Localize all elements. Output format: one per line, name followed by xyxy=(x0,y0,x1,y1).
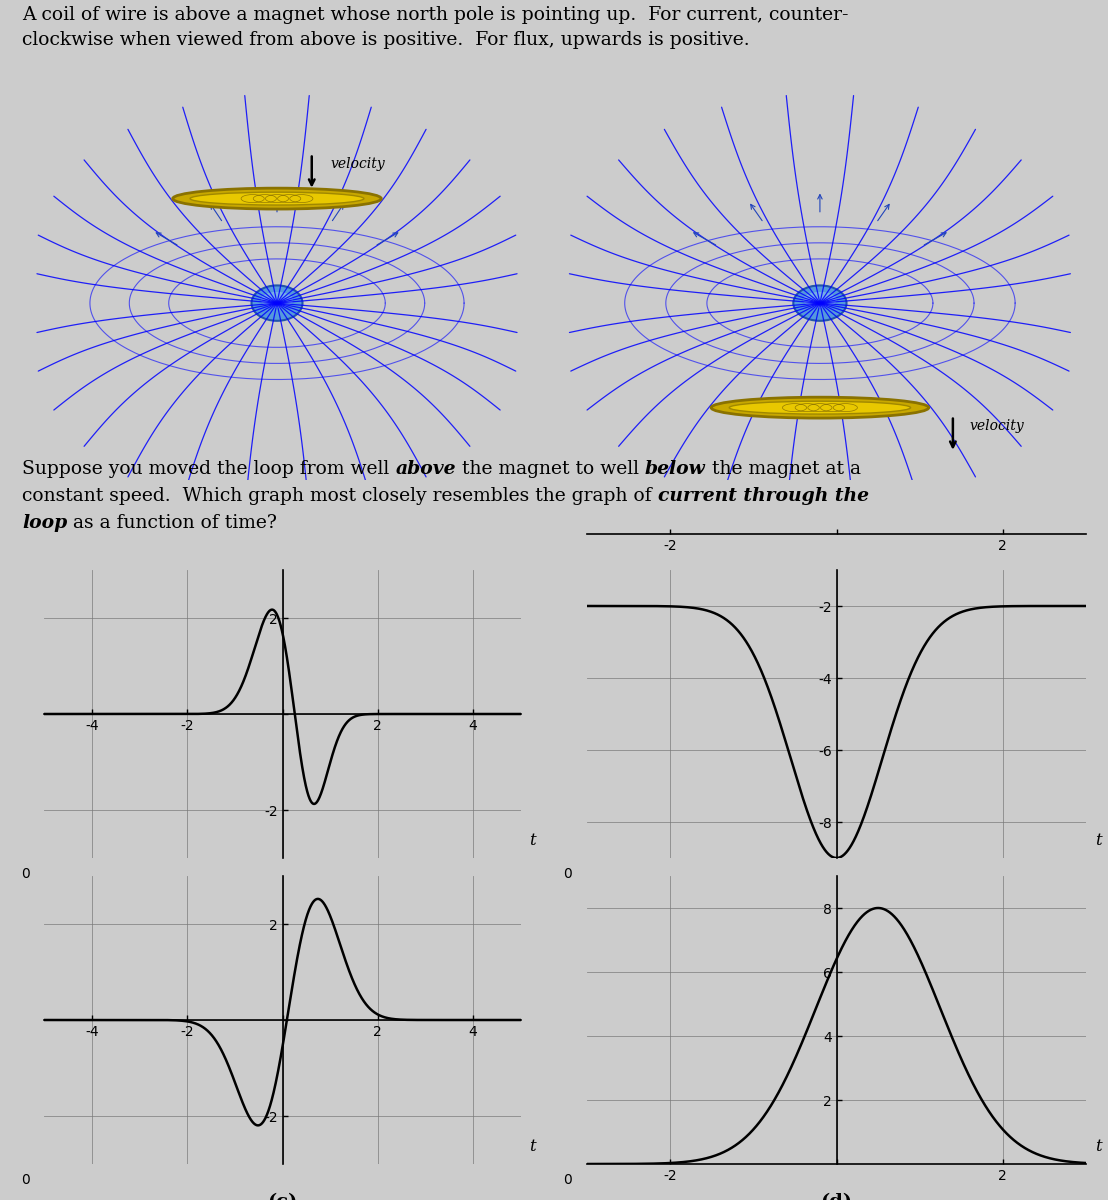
Text: as a function of time?: as a function of time? xyxy=(68,514,277,532)
Ellipse shape xyxy=(711,397,929,418)
Text: (c): (c) xyxy=(267,1193,298,1200)
Text: the magnet at a: the magnet at a xyxy=(706,461,861,479)
Text: current through the: current through the xyxy=(658,487,869,505)
Text: velocity: velocity xyxy=(330,157,386,172)
Text: 0: 0 xyxy=(21,1172,30,1187)
Ellipse shape xyxy=(191,192,363,205)
Text: (d): (d) xyxy=(821,1193,852,1200)
Text: t: t xyxy=(530,1139,536,1156)
Text: loop: loop xyxy=(22,514,68,532)
Text: the magnet to well: the magnet to well xyxy=(455,461,645,479)
Ellipse shape xyxy=(793,286,847,320)
Text: below: below xyxy=(645,461,706,479)
Text: t: t xyxy=(1095,833,1101,850)
Ellipse shape xyxy=(260,292,294,308)
Text: A coil of wire is above a magnet whose north pole is pointing up.  For current, : A coil of wire is above a magnet whose n… xyxy=(22,6,849,49)
Text: t: t xyxy=(530,833,536,850)
Text: (a): (a) xyxy=(267,887,298,905)
Text: Suppose you moved the loop from well: Suppose you moved the loop from well xyxy=(22,461,396,479)
Ellipse shape xyxy=(729,401,911,414)
Text: 0: 0 xyxy=(21,866,30,881)
Text: 0: 0 xyxy=(564,866,573,881)
Ellipse shape xyxy=(173,188,381,209)
Text: velocity: velocity xyxy=(970,419,1025,433)
Text: (b): (b) xyxy=(821,887,852,905)
Ellipse shape xyxy=(252,286,302,320)
Text: constant speed.  Which graph most closely resembles the graph of: constant speed. Which graph most closely… xyxy=(22,487,658,505)
Text: 0: 0 xyxy=(564,1172,573,1187)
Text: above: above xyxy=(396,461,455,479)
Ellipse shape xyxy=(803,292,837,308)
Text: t: t xyxy=(1095,1139,1101,1156)
